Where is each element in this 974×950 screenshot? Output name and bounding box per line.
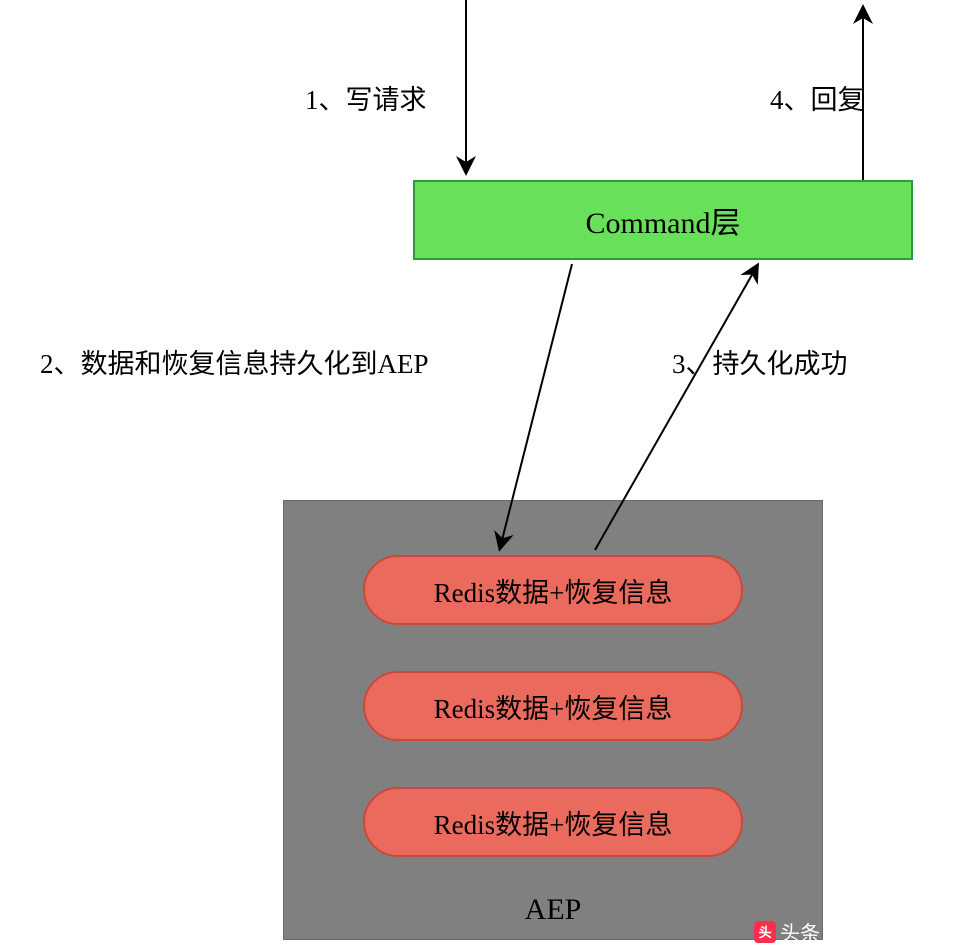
aep-title: AEP	[525, 893, 582, 927]
command-layer-label: Command层	[586, 198, 741, 242]
watermark-icon: 头	[754, 921, 776, 943]
redis-data-label: Redis数据+恢复信息	[434, 687, 673, 726]
step3-label: 3、持久化成功	[672, 342, 848, 381]
diagram-canvas: Command层 AEP Redis数据+恢复信息 Redis数据+恢复信息 R…	[0, 0, 974, 950]
redis-data-label: Redis数据+恢复信息	[434, 803, 673, 842]
redis-data-label: Redis数据+恢复信息	[434, 571, 673, 610]
redis-data-pill: Redis数据+恢复信息	[363, 555, 743, 625]
step4-label: 4、回复	[770, 78, 865, 117]
command-layer-box: Command层	[413, 180, 913, 260]
step1-label: 1、写请求	[305, 78, 427, 117]
redis-data-pill: Redis数据+恢复信息	[363, 671, 743, 741]
watermark: 头 头条 @编程技术分享	[754, 917, 966, 946]
watermark-text: 头条 @编程技术分享	[780, 917, 966, 946]
step2-label: 2、数据和恢复信息持久化到AEP	[40, 342, 429, 381]
redis-data-pill: Redis数据+恢复信息	[363, 787, 743, 857]
